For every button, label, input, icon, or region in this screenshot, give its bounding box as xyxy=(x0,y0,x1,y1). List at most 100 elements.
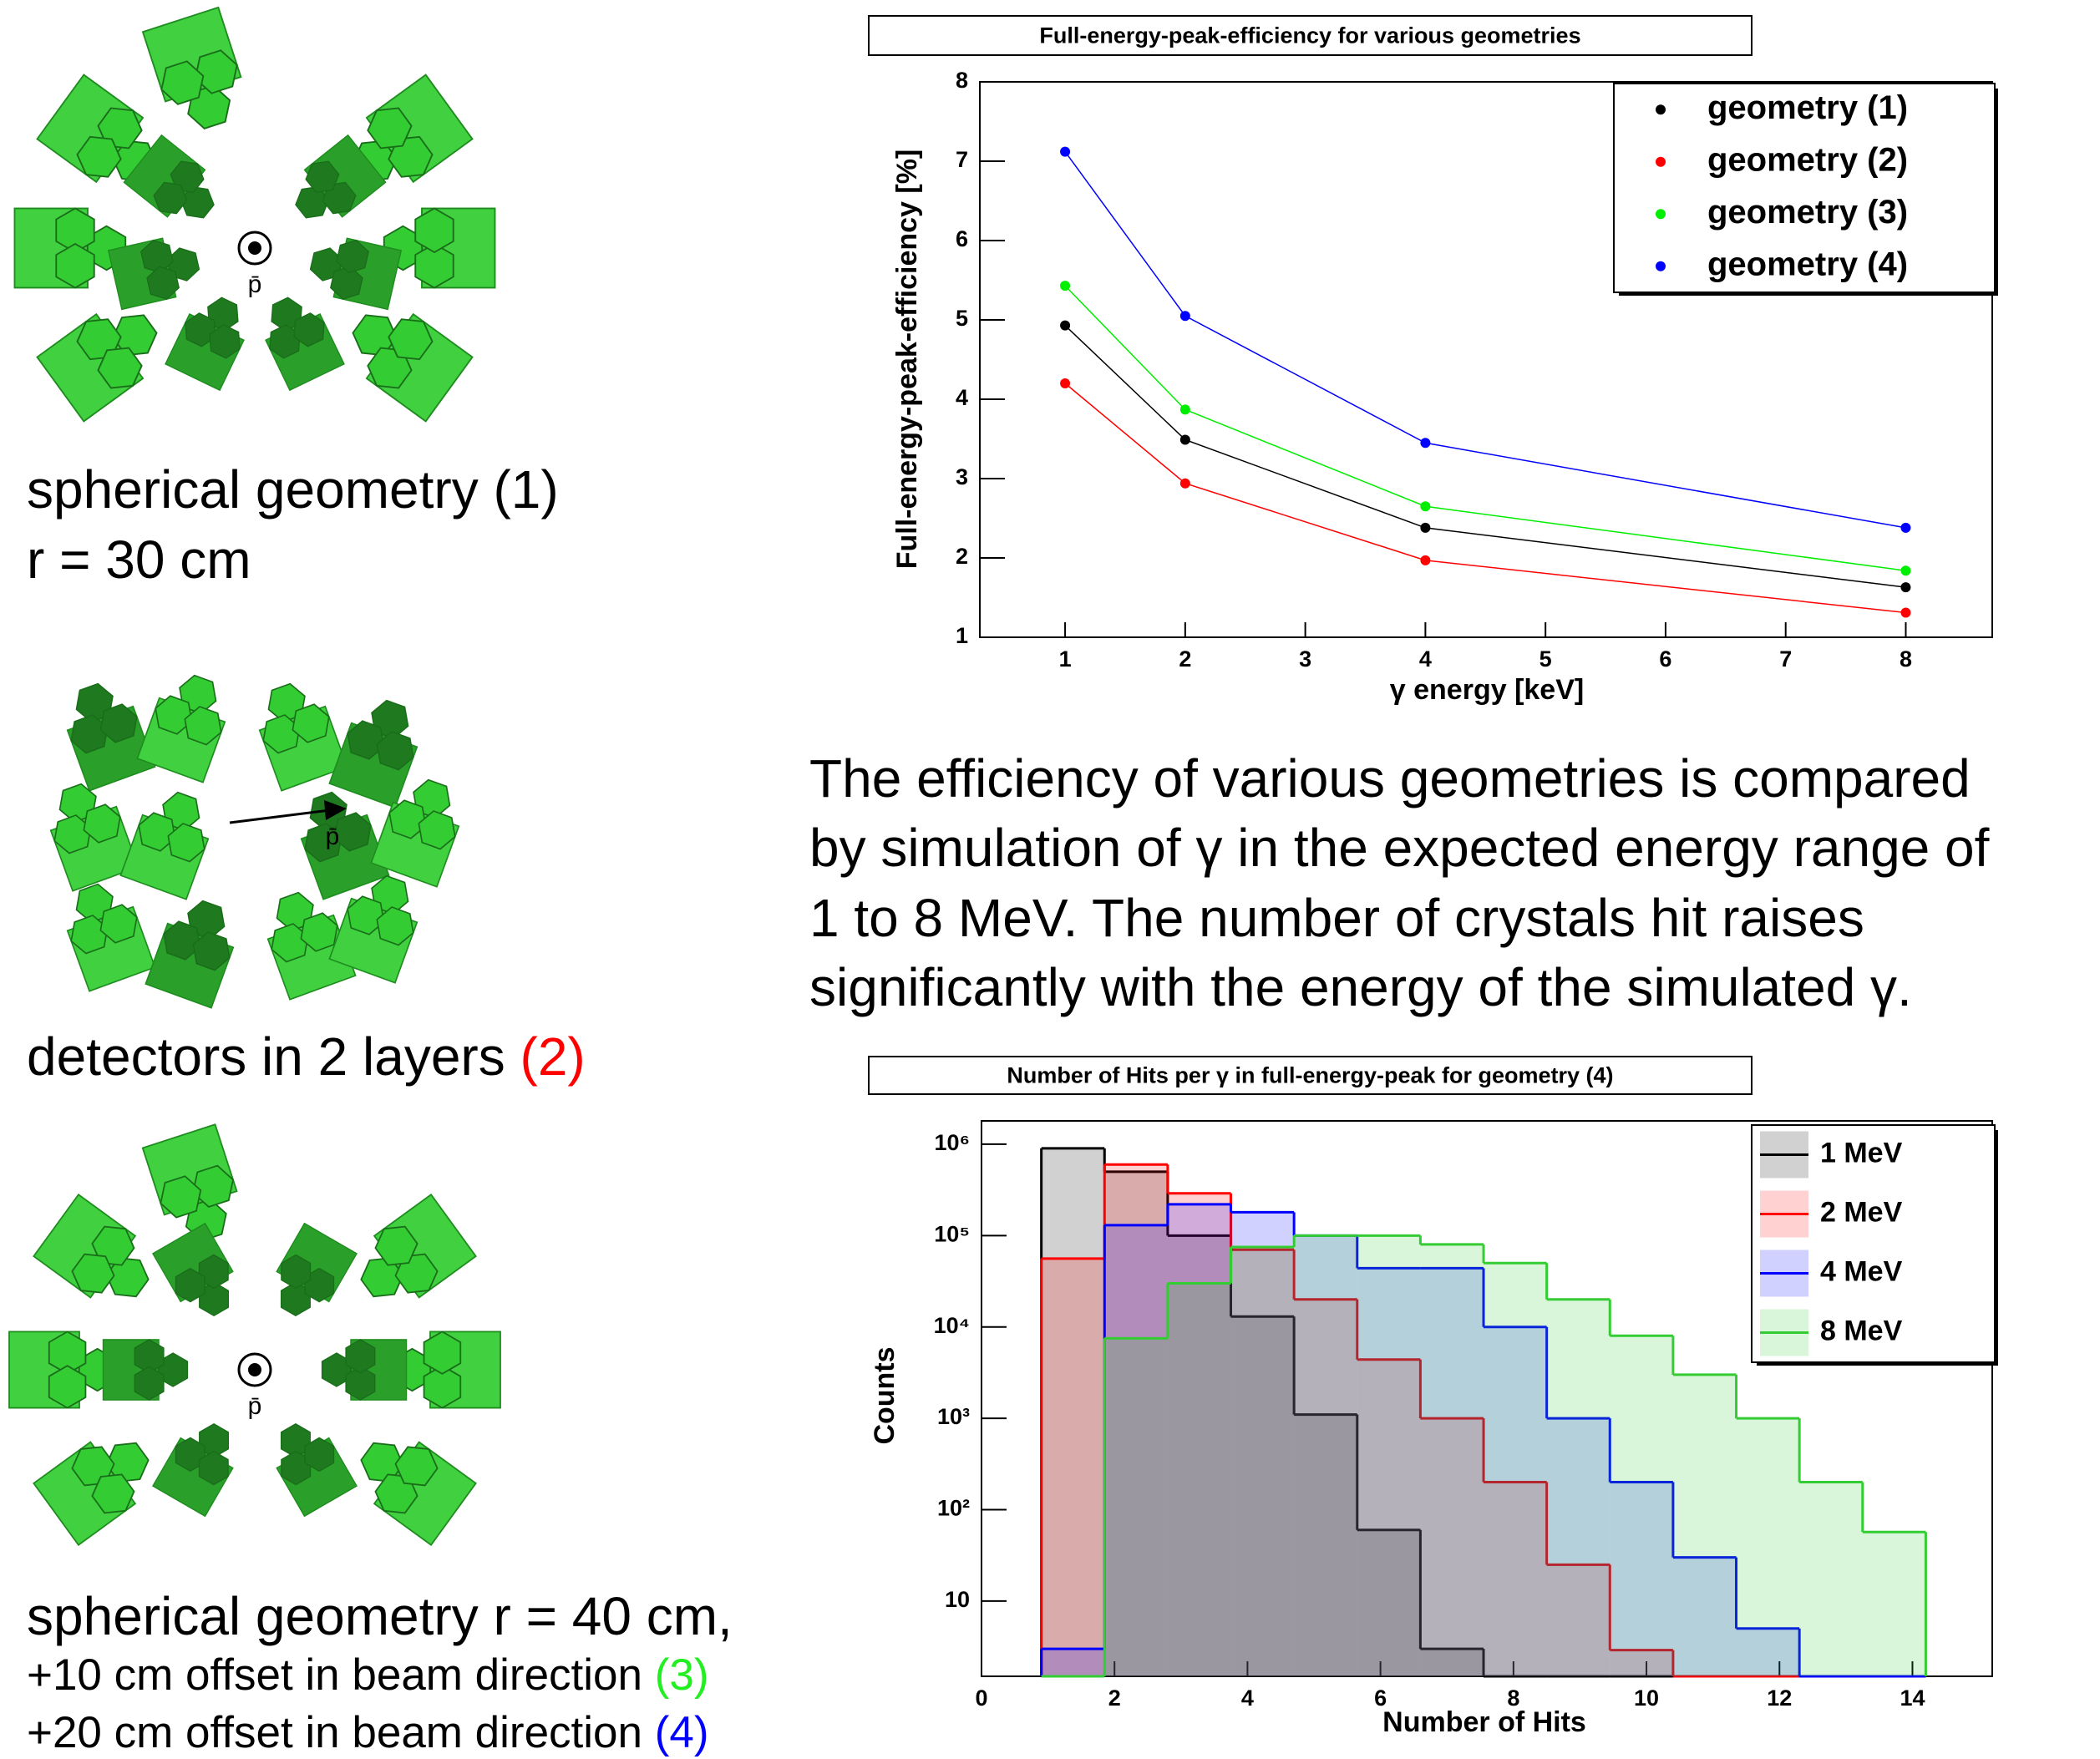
data-point xyxy=(1180,479,1190,489)
caption-text: detectors in 2 layers xyxy=(27,1027,520,1087)
caption-text: (2) xyxy=(520,1027,586,1087)
histogram-bar xyxy=(1547,1300,1611,1676)
x-tick-label: 7 xyxy=(1779,646,1792,672)
x-tick-label: 4 xyxy=(1241,1685,1254,1711)
y-tick-label: 10⁶ xyxy=(935,1130,970,1155)
histogram-bar xyxy=(1799,1483,1863,1676)
caption-text: +20 cm offset in beam direction xyxy=(27,1708,655,1757)
legend-label: geometry (4) xyxy=(1707,246,1908,282)
y-tick-label: 10⁵ xyxy=(934,1221,970,1246)
chart-title: Number of Hits per γ in full-energy-peak… xyxy=(1007,1063,1613,1088)
histogram-bar xyxy=(1737,1418,1800,1676)
x-tick-label: 10 xyxy=(1634,1685,1659,1711)
data-point xyxy=(1180,434,1190,444)
y-tick-label: 7 xyxy=(956,147,968,172)
paragraph-line: significantly with the energy of the sim… xyxy=(809,957,1912,1017)
legend-marker xyxy=(1656,157,1666,167)
data-point xyxy=(1180,404,1190,414)
y-tick-label: 5 xyxy=(956,306,968,331)
y-tick-label: 10³ xyxy=(937,1404,970,1429)
histogram-bar xyxy=(1357,1235,1421,1676)
x-tick-label: 0 xyxy=(975,1685,987,1711)
histogram-bar xyxy=(1673,1375,1737,1676)
data-point xyxy=(1420,501,1430,511)
x-tick-label: 5 xyxy=(1539,646,1552,672)
legend-marker xyxy=(1656,104,1666,114)
y-tick-label: 10⁴ xyxy=(934,1313,970,1338)
data-point xyxy=(1060,378,1070,388)
legend-label: geometry (1) xyxy=(1707,89,1908,126)
legend-label: 4 MeV xyxy=(1820,1255,1903,1287)
data-point xyxy=(1060,281,1070,291)
caption-text: (3) xyxy=(655,1650,709,1700)
histogram-bar xyxy=(1104,1338,1168,1676)
beam-symbol-dot xyxy=(248,241,261,255)
x-tick-label: 14 xyxy=(1900,1685,1925,1711)
x-tick-label: 1 xyxy=(1059,646,1072,672)
page: p̄p̄p̄ spherical geometry (1) r = 30 cm … xyxy=(0,0,2100,1759)
data-point xyxy=(1420,523,1430,533)
x-tick-label: 2 xyxy=(1108,1685,1121,1711)
caption: spherical geometry (1) xyxy=(27,459,559,520)
slide: p̄p̄p̄ spherical geometry (1) r = 30 cm … xyxy=(0,0,2100,1759)
data-point xyxy=(1180,311,1190,321)
paragraph-line: by simulation of γ in the expected energ… xyxy=(809,818,1990,878)
legend-label: 8 MeV xyxy=(1820,1315,1903,1346)
x-tick-label: 6 xyxy=(1659,646,1671,672)
y-axis-label: Full-energy-peak-efficiency [%] xyxy=(891,150,923,570)
x-axis-label: Number of Hits xyxy=(1382,1706,1586,1738)
y-axis-label: Counts xyxy=(869,1346,900,1444)
legend: 1 MeV 2 MeV 4 MeV 8 MeV xyxy=(1752,1125,1998,1365)
beam-label: p̄ xyxy=(326,823,340,850)
histogram-bar xyxy=(1294,1235,1357,1676)
y-tick-label: 1 xyxy=(956,623,968,648)
data-point xyxy=(1420,555,1430,565)
caption-text: r = 30 cm xyxy=(27,530,251,590)
caption-text: spherical geometry r = 40 cm, xyxy=(27,1586,733,1646)
caption: detectors in 2 layers (2) xyxy=(27,1027,586,1087)
y-tick-label: 10² xyxy=(937,1496,970,1521)
beam-label: p̄ xyxy=(248,271,262,298)
histogram-bar xyxy=(1042,1649,1105,1676)
y-tick-label: 2 xyxy=(956,544,968,569)
x-tick-label: 4 xyxy=(1419,646,1432,672)
x-axis-label: γ energy [keV] xyxy=(1390,674,1584,706)
data-point xyxy=(1060,147,1070,157)
beam-label: p̄ xyxy=(248,1392,262,1420)
histogram-bar xyxy=(1420,1244,1484,1676)
caption: +20 cm offset in beam direction (4) xyxy=(27,1708,709,1757)
y-tick-label: 8 xyxy=(956,68,968,93)
legend-label: 1 MeV xyxy=(1820,1137,1903,1168)
caption: +10 cm offset in beam direction (3) xyxy=(27,1650,709,1700)
x-tick-label: 8 xyxy=(1900,646,1912,672)
data-point xyxy=(1900,582,1910,592)
caption: spherical geometry r = 40 cm, xyxy=(27,1586,733,1646)
data-point xyxy=(1900,608,1910,618)
caption: r = 30 cm xyxy=(27,530,251,590)
histogram-bar xyxy=(1168,1284,1231,1676)
caption-text: spherical geometry (1) xyxy=(27,459,559,520)
histogram-bar xyxy=(1231,1247,1295,1676)
legend-marker xyxy=(1656,261,1666,271)
chart-title: Full-energy-peak-efficiency for various … xyxy=(1039,23,1580,48)
y-tick-label: 6 xyxy=(956,226,968,251)
legend-label: geometry (2) xyxy=(1707,141,1908,178)
data-point xyxy=(1420,438,1430,448)
caption-text: (4) xyxy=(655,1708,709,1757)
x-tick-label: 12 xyxy=(1767,1685,1792,1711)
legend-marker xyxy=(1656,209,1666,219)
y-tick-label: 4 xyxy=(956,385,968,410)
legend-label: geometry (3) xyxy=(1707,194,1908,231)
beam-symbol-dot xyxy=(248,1363,261,1376)
histogram-bar xyxy=(1610,1336,1673,1676)
legend-label: 2 MeV xyxy=(1820,1196,1903,1228)
x-tick-label: 2 xyxy=(1179,646,1191,672)
legend: geometry (1) geometry (2) geometry (3) geom… xyxy=(1614,84,1998,295)
data-point xyxy=(1900,565,1910,575)
x-tick-label: 3 xyxy=(1299,646,1311,672)
y-tick-label: 3 xyxy=(956,464,968,489)
histogram-bar xyxy=(1863,1532,1926,1676)
caption-text: +10 cm offset in beam direction xyxy=(27,1650,655,1700)
histogram-bar xyxy=(1484,1263,1547,1676)
data-point xyxy=(1900,523,1910,533)
